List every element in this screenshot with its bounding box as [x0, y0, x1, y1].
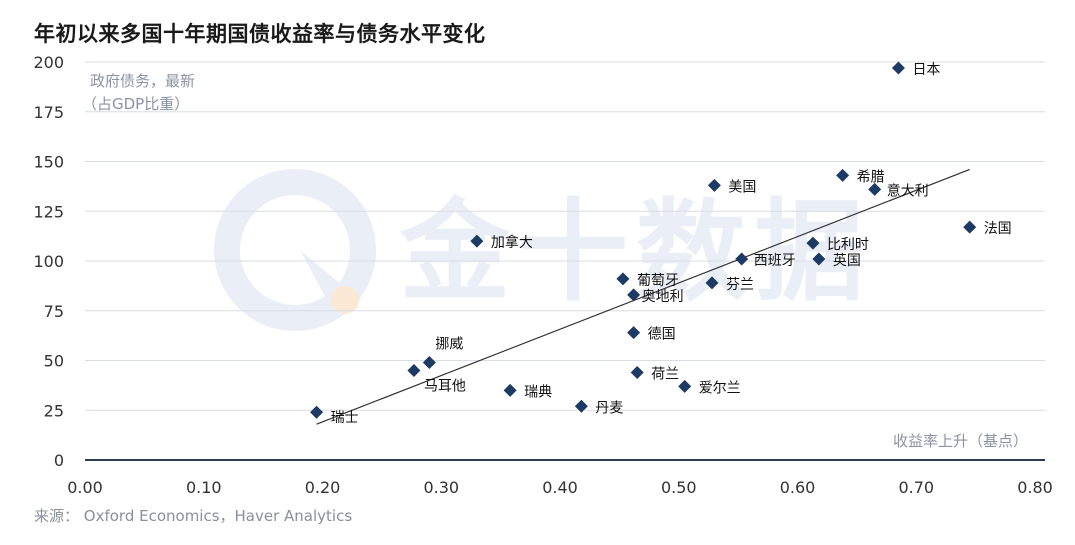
y-tick-label: 0	[54, 451, 64, 470]
x-tick-label: 0.70	[898, 478, 934, 497]
data-point	[806, 236, 820, 250]
data-point	[812, 252, 826, 266]
data-point	[422, 355, 436, 369]
x-tick-label: 0.30	[423, 478, 459, 497]
point-label: 葡萄牙	[637, 273, 679, 289]
point-label: 马耳他	[424, 378, 466, 394]
y-axis-label-line2: （占GDP比重）	[82, 95, 189, 113]
data-point	[836, 168, 850, 182]
x-tick-label: 0.60	[780, 478, 816, 497]
x-axis-label: 收益率上升（基点）	[893, 432, 1028, 450]
data-point	[705, 276, 719, 290]
data-point	[574, 399, 588, 413]
point-label: 爱尔兰	[699, 380, 741, 396]
x-tick-label: 0.80	[1017, 478, 1053, 497]
point-label: 丹麦	[595, 400, 623, 416]
data-point	[868, 182, 882, 196]
source-note: 来源： Oxford Economics，Haver Analytics	[34, 507, 353, 525]
y-tick-label: 25	[44, 401, 64, 420]
data-point	[503, 383, 517, 397]
y-tick-label: 100	[33, 252, 64, 271]
point-label: 意大利	[887, 182, 929, 199]
data-point	[678, 379, 692, 393]
point-label: 瑞典	[524, 384, 552, 400]
point-label: 日本	[912, 62, 940, 78]
y-tick-label: 50	[44, 352, 64, 371]
point-label: 美国	[728, 179, 756, 195]
point-label: 荷兰	[651, 366, 679, 382]
point-label: 希腊	[857, 169, 885, 185]
data-point	[627, 326, 641, 340]
y-axis-ticks: 0 25 50 75 100 125 150 175 200	[33, 53, 64, 470]
y-axis-label-line1: 政府债务，最新	[90, 72, 195, 90]
x-tick-label: 0.50	[661, 478, 697, 497]
point-label: 德国	[648, 327, 676, 343]
data-point	[470, 234, 484, 248]
gridlines	[85, 61, 1045, 411]
y-tick-label: 75	[44, 302, 64, 321]
data-point	[891, 61, 905, 75]
data-point	[310, 405, 324, 419]
y-tick-label: 200	[33, 53, 64, 72]
point-label: 瑞士	[331, 410, 359, 426]
point-label: 芬兰	[726, 277, 754, 293]
y-tick-label: 175	[33, 103, 64, 122]
x-tick-label: 0.40	[542, 478, 578, 497]
chart-title: 年初以来多国十年期国债收益率与债务水平变化	[34, 22, 486, 46]
point-label: 奥地利	[642, 288, 684, 305]
point-label: 加拿大	[491, 234, 533, 251]
point-label: 英国	[833, 252, 861, 269]
point-label: 法国	[984, 221, 1012, 237]
watermark-logo: 金十数据	[214, 169, 864, 331]
trendline	[316, 168, 970, 425]
point-label: 挪威	[435, 336, 463, 352]
y-tick-label: 150	[33, 153, 64, 172]
y-tick-label: 125	[33, 202, 64, 221]
data-point	[627, 288, 641, 302]
x-tick-label: 0.00	[67, 478, 103, 497]
point-label: 西班牙	[754, 253, 796, 269]
x-tick-label: 0.10	[186, 478, 222, 497]
data-point	[707, 178, 721, 192]
data-point	[735, 252, 749, 266]
x-axis-ticks: 0.00 0.10 0.20 0.30 0.40 0.50 0.60 0.70 0.80	[67, 478, 1053, 497]
data-point	[630, 365, 644, 379]
x-tick-label: 0.20	[305, 478, 341, 497]
data-point	[407, 363, 421, 377]
data-point	[963, 220, 977, 234]
point-label: 比利时	[827, 237, 869, 253]
data-point	[616, 272, 630, 286]
